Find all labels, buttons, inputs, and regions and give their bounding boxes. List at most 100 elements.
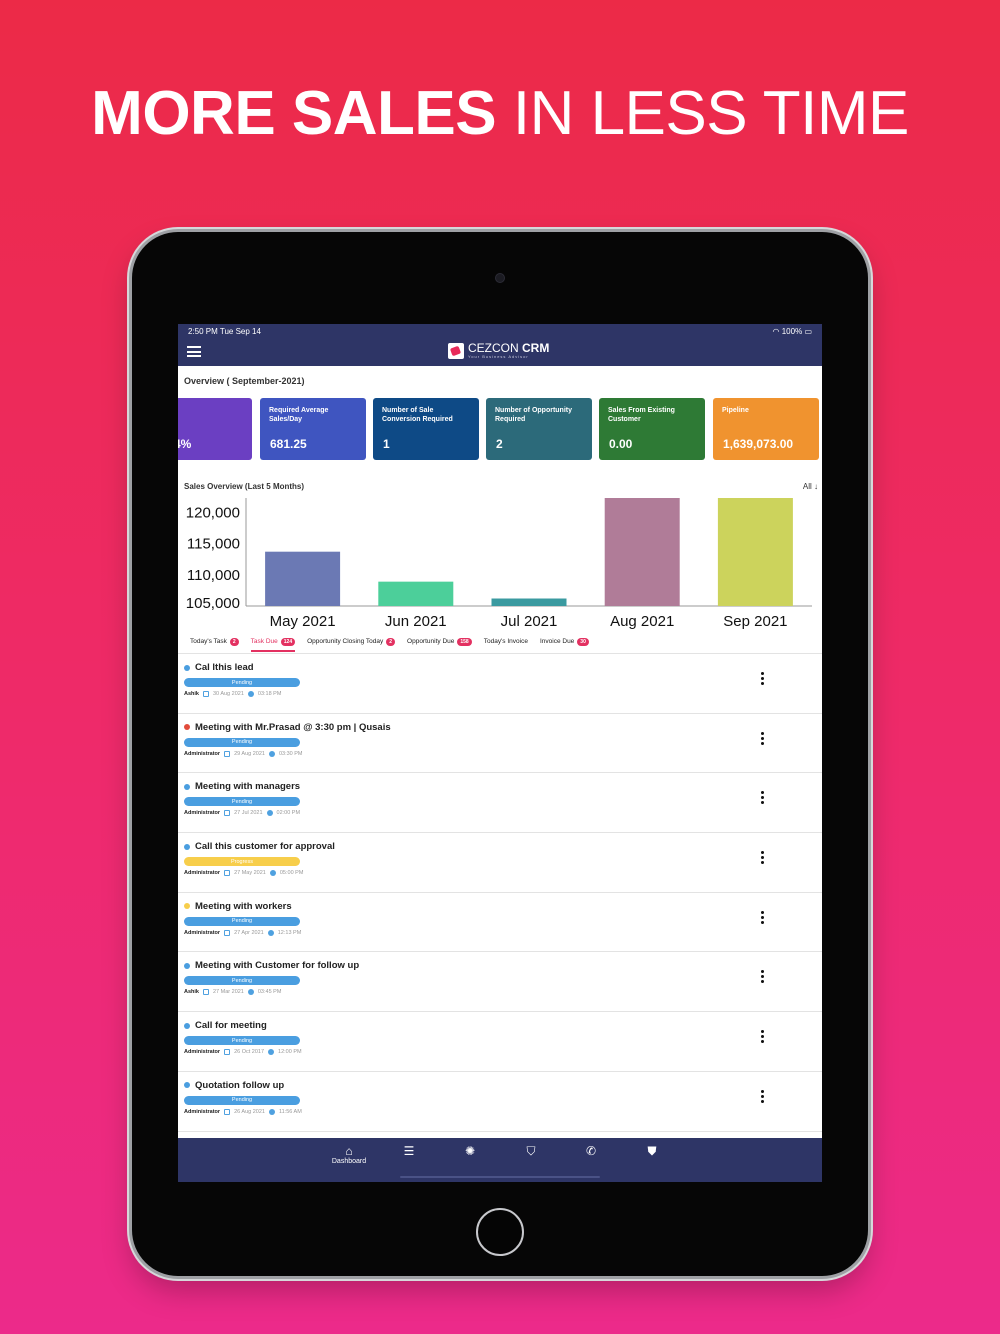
status-battery: ◠ 100% ▭ [772,326,812,336]
chart-bar [265,551,341,606]
task-row[interactable]: Meeting with managers Pending Administrato… [178,773,822,834]
sales-overview-title: Sales Overview (Last 5 Months) [184,482,305,491]
more-options-icon[interactable] [761,851,764,865]
task-date: 27 Apr 2021 [234,929,264,936]
nav-item[interactable]: ⛉ [506,1144,556,1158]
task-title-row: Meeting with Customer for follow up [184,960,816,971]
calendar-icon [224,750,231,757]
battery-icon: ▭ [804,326,812,336]
overview-title: Overview ( September-2021) [184,376,305,386]
sales-filter[interactable]: All ↓ [802,482,818,491]
clock-icon [269,870,276,877]
kpi-card[interactable]: Number of Sale Conversion Required 1 [373,398,479,460]
more-options-icon[interactable] [761,731,764,745]
home-icon: ⌂ [345,1144,353,1158]
task-title: Meeting with managers [195,781,301,793]
priority-dot [184,783,190,790]
task-date: 26 Oct 2017 [234,1049,265,1056]
more-options-icon[interactable] [761,672,764,685]
task-row[interactable]: Meeting with Mr.Prasad @ 3:30 pm | Qusai… [178,714,822,774]
more-options-icon[interactable] [761,970,764,984]
kpi-card-value: 1,639,073.00 [723,437,794,451]
task-title: Quotation follow up [195,1079,285,1091]
priority-dot [184,843,190,850]
y-tick-label: 120,000 [186,504,240,521]
x-tick-label: Jun 2021 [385,613,447,630]
nav-item[interactable]: ✺ [445,1144,495,1158]
more-options-icon[interactable] [761,1030,764,1044]
task-title: Meeting with workers [195,900,292,912]
tab-badge: 2 [229,637,239,646]
clock-icon [247,691,254,697]
app-screen: 2:50 PM Tue Sep 14 ◠ 100% ▭ CEZCON CRM Y… [178,324,822,1182]
nav-item[interactable]: ⌂ Dashboard [324,1144,374,1165]
tab-item[interactable]: Task Due 124 [250,632,296,652]
tab-item[interactable]: Today's Task 2 [190,632,239,652]
task-row[interactable]: Call for meeting Pending Administrator 26 O… [178,1012,822,1072]
task-meta: Administrator 27 Apr 2021 12:13 PM [184,929,816,936]
nav-item[interactable]: ☰ [384,1144,434,1158]
task-list: Cal lthis lead Pending Ashik 30 Aug 2021 03:… [178,654,822,1132]
more-options-icon[interactable] [761,1089,764,1103]
task-title: Cal lthis lead [195,662,254,673]
status-badge: Pending [184,737,300,747]
chart-bar [717,498,793,606]
priority-dot [184,962,190,969]
kpi-card-label: Number of Opportunity Required [495,407,572,423]
task-meta: Administrator 26 Oct 2017 12:00 PM [184,1049,816,1056]
task-row[interactable]: Meeting with workers Pending Administrator… [178,893,822,953]
kpi-card-value: 681.25 [270,437,307,451]
tab-item[interactable]: Opportunity Due 158 [407,632,472,652]
tablet-frame: 2:50 PM Tue Sep 14 ◠ 100% ▭ CEZCON CRM Y… [132,232,868,1276]
task-title: Call for meeting [195,1020,267,1032]
camera [495,273,505,283]
calendar-icon [202,989,209,996]
task-time: 03:45 PM [257,989,282,996]
more-options-icon[interactable] [761,910,764,924]
headline: MORE SALES IN LESS TIME [0,78,1000,149]
sales-chart: 120,000 115,000 110,000 105,000 May 2021 Jun … [178,494,822,630]
home-button[interactable] [476,1208,524,1256]
task-row[interactable]: Quotation follow up Pending Administrator 2… [178,1072,822,1132]
tab-badge: 2 [386,637,396,646]
task-row[interactable]: Meeting with Customer for follow up Pendi… [178,952,822,1013]
clock-icon [268,750,275,757]
y-tick-label: 105,000 [186,595,240,612]
task-time: 05:00 PM [279,870,304,877]
task-row[interactable]: Cal lthis lead Pending Ashik 30 Aug 2021 03:… [178,654,822,714]
calendar-icon [224,1108,231,1115]
calendar-icon [224,929,231,936]
y-tick-label: 115,000 [187,536,240,553]
brand-bold: CRM [522,341,550,355]
arrow-down-icon: ↓ [814,482,818,491]
sales-overview-header: Sales Overview (Last 5 Months) All ↓ [178,478,822,494]
task-date: 27 Jul 2021 [234,810,263,817]
tab-label: Opportunity Due [407,638,455,645]
kpi-card[interactable]: Pipeline 1,639,073.00 [713,398,819,460]
kpi-card[interactable]: Sales From Existing Customer 0.00 [599,398,705,460]
clock-icon [268,1108,275,1115]
x-tick-label: Aug 2021 [610,613,674,630]
kpi-card-label: Pipeline [722,407,749,414]
kpi-card[interactable]: Required Average Sales/Day 681.25 [260,398,366,460]
kpi-card[interactable]: ed 44% [178,398,252,460]
task-meta: Administrator 27 Jul 2021 02:00 PM [184,810,816,817]
calendar-icon [224,1049,231,1056]
menu-icon[interactable] [187,346,201,357]
kpi-card[interactable]: Number of Opportunity Required 2 [486,398,592,460]
sales-chart-svg: 120,000 115,000 110,000 105,000 May 2021 Jun … [186,498,812,630]
task-row[interactable]: Call this customer for approval Progress A… [178,833,822,893]
tab-label: Today's Task [190,638,227,645]
tab-item[interactable]: Opportunity Closing Today 2 [307,632,396,652]
kpi-cards[interactable]: ed 44% Required Average Sales/Day 681.25 Nu… [178,398,822,464]
tab-item[interactable]: Today's Invoice [484,632,528,651]
task-user: Administrator [184,929,221,936]
nav-item[interactable]: ✆ [566,1144,616,1158]
tab-item[interactable]: Invoice Due 30 [540,632,589,652]
more-options-icon[interactable] [761,791,764,805]
status-badge: Pending [184,976,300,986]
task-user: Administrator [184,1049,221,1056]
task-meta: Administrator 26 Aug 2021 11:56 AM [184,1108,816,1115]
kpi-card-label: Number of Sale Conversion Required [382,407,453,423]
nav-item[interactable]: ⛊ [627,1144,677,1158]
